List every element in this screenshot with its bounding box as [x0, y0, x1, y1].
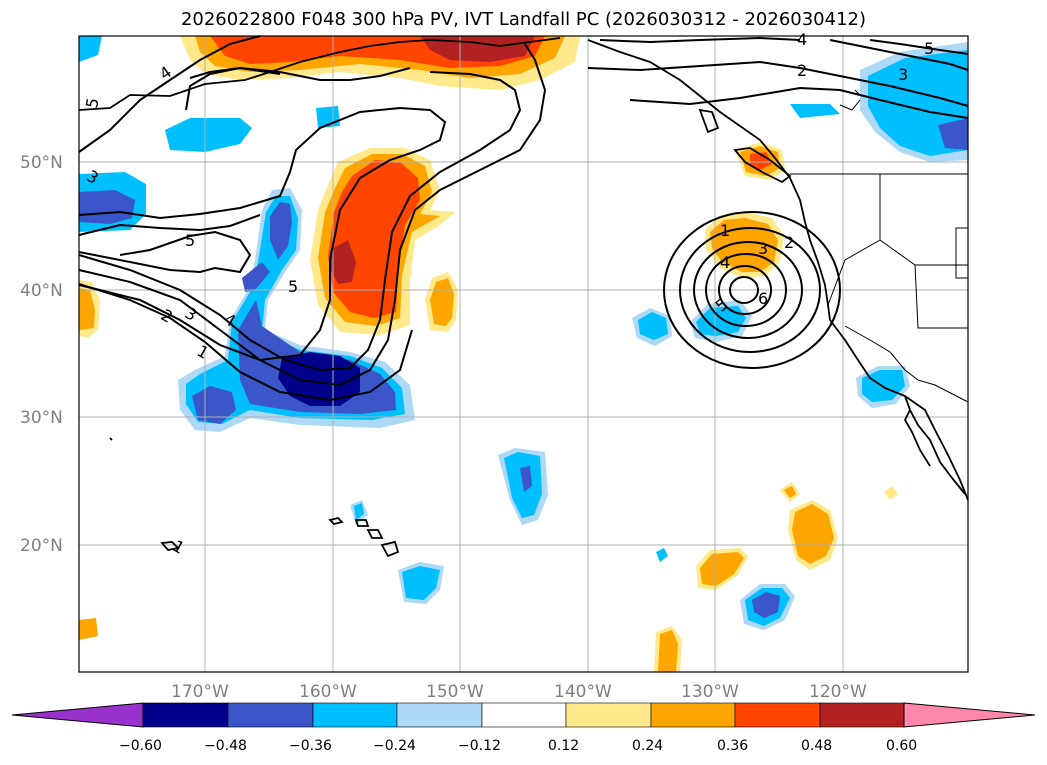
colorbar-swatch [565, 702, 652, 728]
lon-label: 120°W [809, 682, 867, 702]
lon-label: 140°W [554, 682, 612, 702]
latitude-labels: 50°N 40°N 30°N 20°N [20, 153, 63, 556]
lon-label: 170°W [171, 682, 229, 702]
contour-label: 4 [720, 253, 730, 272]
contour-label: 5 [924, 39, 934, 58]
contour-label: 5 [82, 96, 102, 109]
colorbar-tick: −0.24 [373, 738, 416, 754]
colorbar-tick: 0.12 [548, 738, 579, 754]
contour-label: 1 [170, 536, 188, 558]
colorbar-swatch [819, 702, 905, 728]
colorbar: −0.60 −0.48 −0.36 −0.24 −0.12 0.12 0.24 … [11, 702, 1036, 754]
contour-label: 3 [758, 239, 768, 258]
colorbar-tick: −0.36 [289, 738, 332, 754]
colorbar-swatch [312, 702, 398, 728]
contour-label: 6 [758, 289, 768, 308]
map-title: 2026022800 F048 300 hPa PV, IVT Landfall… [180, 9, 867, 30]
colorbar-tick: 0.24 [632, 738, 663, 754]
political-borders [790, 89, 969, 403]
colorbar-extend-low [11, 702, 144, 728]
pv-shading [79, 36, 968, 672]
colorbar-tick: −0.48 [204, 738, 247, 754]
contour-label: 4 [797, 30, 807, 49]
colorbar-tick: −0.12 [458, 738, 501, 754]
colorbar-swatch [650, 702, 736, 728]
colorbar-tick: 0.48 [801, 738, 832, 754]
map-frame [78, 35, 969, 673]
contour-label: 1 [194, 341, 212, 363]
coastlines [78, 37, 969, 558]
lon-label: 150°W [426, 682, 484, 702]
colorbar-swatch [396, 702, 483, 728]
contour-label: 4 [156, 62, 175, 83]
lon-label: 160°W [299, 682, 357, 702]
colorbar-swatch [142, 702, 229, 728]
contour-label: 5 [288, 277, 298, 296]
colorbar-swatch [481, 702, 567, 728]
colorbar-extend-high [903, 702, 1036, 728]
contour-label: 2 [797, 61, 807, 80]
colorbar-tick: 0.36 [717, 738, 748, 754]
lat-label: 30°N [20, 408, 63, 428]
lat-label: 50°N [20, 153, 63, 173]
colorbar-swatch [227, 702, 314, 728]
lon-label: 130°W [681, 682, 739, 702]
colorbar-tick: 0.60 [886, 738, 917, 754]
contour-label: 1 [720, 221, 730, 240]
contour-label: 2 [784, 233, 794, 252]
lat-label: 20°N [20, 536, 63, 556]
ivt-contours [78, 35, 969, 402]
colorbar-tick: −0.60 [119, 738, 162, 754]
contour-label: 3 [898, 65, 908, 84]
contour-label: 5 [185, 231, 195, 250]
colorbar-swatch [734, 702, 821, 728]
lat-label: 40°N [20, 281, 63, 301]
longitude-labels: 170°W 160°W 150°W 140°W 130°W 120°W [171, 682, 867, 702]
